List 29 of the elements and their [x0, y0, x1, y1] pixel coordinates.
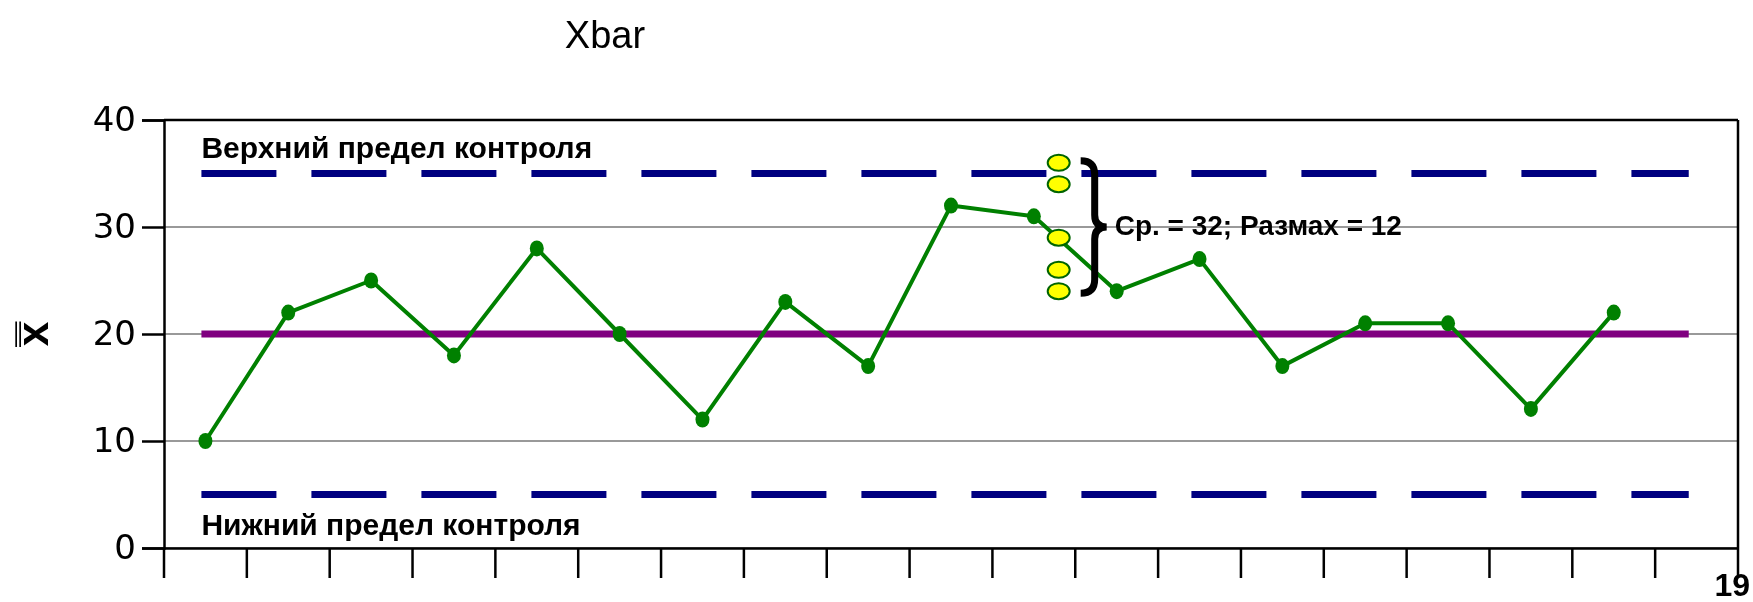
y-tick-label: 10: [92, 420, 136, 461]
point: [446, 347, 461, 364]
point: [364, 272, 379, 289]
point: [1358, 315, 1373, 332]
point: [1606, 304, 1621, 321]
point: [944, 197, 958, 214]
ref-line-label: Верхний предел контроля: [201, 130, 593, 164]
text: 19: [1714, 567, 1750, 602]
point: [1109, 283, 1124, 300]
point: [1441, 315, 1456, 332]
point: [1026, 208, 1041, 225]
y-axis-title: x̿: [8, 321, 57, 348]
point: [529, 240, 544, 257]
point: [1523, 400, 1538, 417]
point: [281, 304, 296, 321]
point: [1192, 251, 1207, 268]
point: [778, 293, 793, 310]
annotation: Ср. = 32; Размах = 12: [1114, 210, 1402, 241]
chart-title: Xbar: [564, 14, 646, 56]
y-tick-label: 20: [92, 313, 136, 354]
ref-line-label: Нижний предел контроля: [201, 507, 581, 541]
point: [198, 433, 213, 449]
y-tick-label: 30: [92, 206, 136, 247]
point: [1275, 358, 1290, 375]
y-tick-label: 0: [114, 527, 136, 568]
point: [695, 411, 710, 428]
point: [861, 358, 876, 375]
point: [612, 326, 627, 342]
y-tick-label: 40: [92, 99, 136, 140]
